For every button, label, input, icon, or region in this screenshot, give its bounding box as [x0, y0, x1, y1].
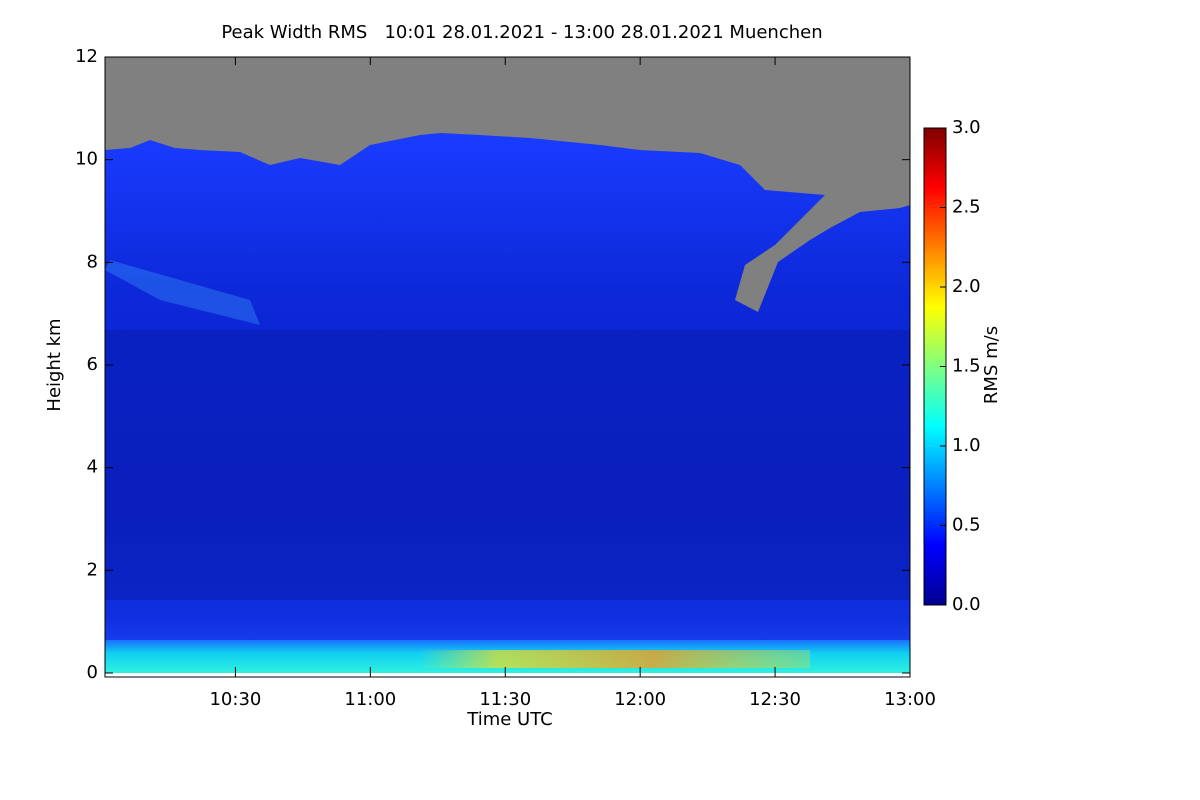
y-axis-label: Height km [44, 318, 65, 411]
x-tick-label: 10:30 [209, 689, 261, 710]
y-tick-label: 0 [87, 662, 98, 683]
y-tick-label: 6 [87, 354, 98, 375]
colorbar-tick-label: 3.0 [952, 117, 981, 138]
x-tick-label: 11:30 [479, 689, 531, 710]
colorbar-label: RMS m/s [981, 326, 1002, 404]
y-tick-label: 10 [75, 149, 98, 170]
colorbar-tick-label: 1.0 [952, 435, 981, 456]
chart-title: Peak Width RMS 10:01 28.01.2021 - 13:00 … [221, 22, 822, 43]
colorbar-tick-label: 2.0 [952, 276, 981, 297]
colorbar-tick-label: 0.5 [952, 515, 981, 536]
y-tick-label: 2 [87, 559, 98, 580]
plot-frame [104, 56, 911, 678]
x-axis-label: Time UTC [466, 709, 552, 730]
colorbar-tick-label: 1.5 [952, 356, 981, 377]
y-tick-label: 4 [87, 457, 98, 478]
x-tick-label: 12:00 [614, 689, 666, 710]
colorbar-tick-label: 0.0 [952, 594, 981, 615]
x-tick-label: 11:00 [344, 689, 396, 710]
y-tick-label: 8 [87, 251, 98, 272]
x-tick-label: 12:30 [749, 689, 801, 710]
y-tick-label: 12 [75, 46, 98, 67]
colorbar-tick-label: 2.5 [952, 197, 981, 218]
heatmap-image [105, 57, 910, 677]
x-tick-label: 13:00 [884, 689, 936, 710]
